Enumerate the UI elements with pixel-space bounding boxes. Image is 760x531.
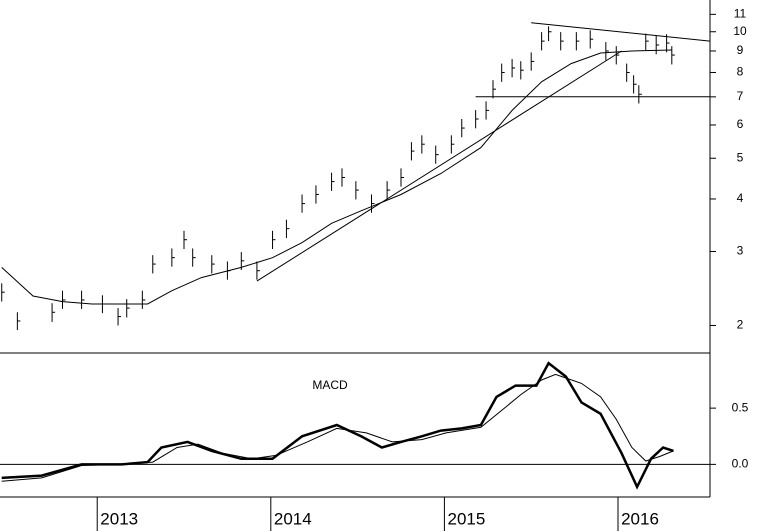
y-tick-label: 8	[737, 65, 744, 79]
y-tick-label: 11	[734, 7, 747, 21]
macd-line	[1, 373, 674, 482]
y-tick-label: 4	[737, 191, 744, 205]
y-tick-label: 10	[733, 24, 747, 38]
y-tick-label: 6	[737, 117, 744, 131]
trendline	[531, 22, 711, 42]
moving-average	[1, 49, 672, 305]
trendline	[256, 50, 622, 282]
macd-line	[1, 361, 674, 490]
y-tick-label: 0.5	[732, 400, 749, 414]
x-tick-label: 2013	[100, 509, 138, 528]
y-tick-label: 7	[737, 89, 744, 103]
y-tick-label: 0.0	[732, 457, 749, 471]
y-tick-label: 5	[737, 150, 744, 164]
x-tick-label: 2015	[447, 509, 485, 528]
y-tick-label: 2	[737, 318, 744, 332]
macd-title: MACD	[312, 378, 348, 392]
y-tick-label: 9	[737, 43, 744, 57]
y-tick-label: 3	[737, 244, 744, 258]
x-tick-label: 2014	[274, 509, 312, 528]
x-tick-label: 2016	[621, 509, 659, 528]
